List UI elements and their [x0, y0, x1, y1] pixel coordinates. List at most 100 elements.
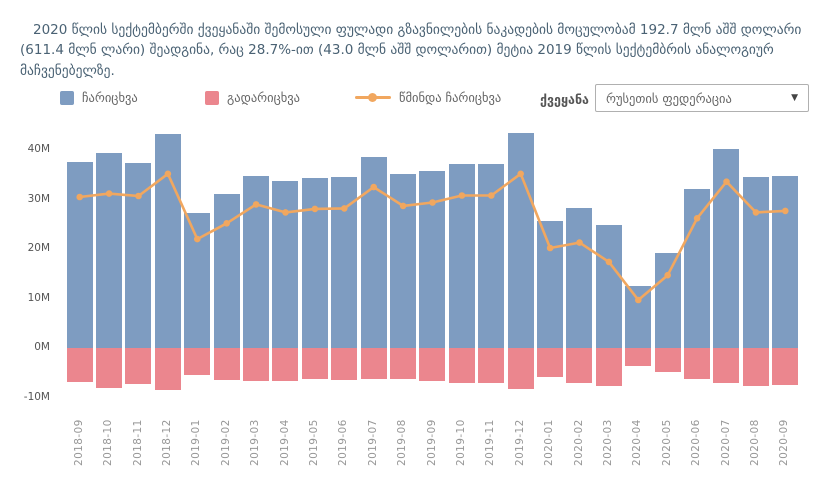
outflow-bar[interactable]	[272, 348, 299, 381]
x-axis-label: 2020-08	[748, 419, 761, 466]
month-slot	[594, 128, 623, 398]
y-axis-label: 10M	[27, 291, 50, 304]
month-slot	[359, 128, 388, 398]
outflow-bar[interactable]	[507, 348, 534, 390]
month-slot	[212, 128, 241, 398]
x-axis-label: 2019-02	[219, 419, 232, 466]
month-slot	[300, 128, 329, 398]
inflow-color-swatch-icon	[60, 90, 74, 105]
inflow-bar[interactable]	[360, 156, 387, 348]
outflow-bar[interactable]	[125, 348, 152, 385]
y-axis-label: 30M	[27, 192, 50, 205]
inflow-bar[interactable]	[301, 178, 328, 348]
month-slot	[330, 128, 359, 398]
inflow-bar[interactable]	[331, 177, 358, 348]
month-slot	[124, 128, 153, 398]
outflow-bar[interactable]	[243, 348, 270, 381]
inflow-bar[interactable]	[713, 149, 740, 348]
legend-item-net[interactable]: წმინდა ჩარიცხვა	[355, 90, 501, 105]
legend-label-inflow: ჩარიცხვა	[82, 90, 138, 105]
x-axis-label: 2020-09	[778, 419, 791, 466]
x-axis-label: 2019-03	[249, 419, 262, 466]
inflow-bar[interactable]	[272, 181, 299, 348]
country-dropdown-value: რუსეთის ფედერაცია	[606, 90, 732, 106]
legend-item-outflow[interactable]: გადარიცხვა	[205, 90, 300, 105]
chevron-down-icon: ▼	[791, 92, 798, 103]
x-axis-label: 2020-03	[601, 419, 614, 466]
month-slot	[418, 128, 447, 398]
outflow-bar[interactable]	[772, 348, 799, 386]
legend-label-outflow: გადარიცხვა	[227, 90, 301, 105]
x-axis-label: 2020-07	[719, 419, 732, 466]
inflow-bar[interactable]	[125, 162, 152, 348]
y-axis: 40M 30M 20M 10M 0M -10M	[0, 128, 56, 403]
inflow-bar[interactable]	[448, 163, 475, 348]
inflow-bar[interactable]	[390, 173, 417, 348]
month-slot	[271, 128, 300, 398]
x-axis-label: 2019-05	[307, 419, 320, 466]
outflow-bar[interactable]	[684, 348, 711, 380]
inflow-bar[interactable]	[213, 194, 240, 348]
month-slot	[65, 128, 94, 398]
month-slot	[477, 128, 506, 398]
y-axis-label: 0M	[34, 341, 50, 353]
outflow-bar[interactable]	[566, 348, 593, 383]
inflow-bar[interactable]	[595, 225, 622, 348]
outflow-bar[interactable]	[331, 348, 358, 381]
outflow-bar[interactable]	[301, 348, 328, 380]
outflow-bar[interactable]	[96, 348, 123, 389]
outflow-bar[interactable]	[713, 348, 740, 384]
inflow-bar[interactable]	[625, 286, 652, 348]
inflow-bar[interactable]	[243, 176, 270, 348]
net-line-marker-icon	[355, 91, 391, 105]
month-slot	[535, 128, 564, 398]
outflow-bar[interactable]	[419, 348, 446, 381]
country-filter-label: ქვეყანა	[540, 92, 589, 107]
x-axis-label: 2018-09	[72, 419, 85, 466]
legend-item-inflow[interactable]: ჩარიცხვა	[60, 90, 138, 105]
outflow-color-swatch-icon	[205, 90, 219, 105]
inflow-bar[interactable]	[742, 177, 769, 348]
inflow-bar[interactable]	[184, 212, 211, 348]
outflow-bar[interactable]	[742, 348, 769, 387]
x-axis-label: 2019-07	[366, 419, 379, 466]
outflow-bar[interactable]	[654, 348, 681, 372]
inflow-bar[interactable]	[419, 170, 446, 348]
outflow-bar[interactable]	[154, 348, 181, 391]
inflow-bar[interactable]	[566, 207, 593, 348]
inflow-bar[interactable]	[66, 161, 93, 348]
month-slot	[624, 128, 653, 398]
inflow-bar[interactable]	[684, 189, 711, 348]
month-slot	[741, 128, 770, 398]
outflow-bar[interactable]	[537, 348, 564, 377]
month-slot	[653, 128, 682, 398]
inflow-bar[interactable]	[537, 220, 564, 348]
outflow-bar[interactable]	[184, 348, 211, 376]
outflow-bar[interactable]	[595, 348, 622, 387]
outflow-bar[interactable]	[625, 348, 652, 366]
inflow-bar[interactable]	[772, 176, 799, 348]
inflow-bar[interactable]	[478, 163, 505, 348]
outflow-bar[interactable]	[66, 348, 93, 383]
outflow-bar[interactable]	[390, 348, 417, 380]
country-dropdown[interactable]: რუსეთის ფედერაცია ▼	[595, 84, 809, 112]
outflow-bar[interactable]	[213, 348, 240, 381]
inflow-bar[interactable]	[96, 153, 123, 348]
chart-plot	[65, 128, 800, 398]
month-slot	[153, 128, 182, 398]
y-axis-label: -10M	[23, 390, 50, 403]
outflow-bar[interactable]	[360, 348, 387, 380]
inflow-bar[interactable]	[507, 133, 534, 348]
x-axis-label: 2018-10	[102, 419, 115, 466]
x-axis-label: 2018-12	[160, 419, 173, 466]
y-axis-label: 40M	[27, 143, 50, 155]
outflow-bar[interactable]	[448, 348, 475, 383]
month-slot	[241, 128, 270, 398]
summary-paragraph: 2020 წლის სექტემბერში ქვეყანაში შემოსული…	[20, 21, 802, 79]
inflow-bar[interactable]	[154, 134, 181, 348]
x-axis-label: 2019-10	[454, 419, 467, 466]
outflow-bar[interactable]	[478, 348, 505, 383]
y-axis-label: 20M	[27, 242, 50, 254]
x-axis-label: 2019-12	[513, 419, 526, 466]
inflow-bar[interactable]	[654, 252, 681, 348]
